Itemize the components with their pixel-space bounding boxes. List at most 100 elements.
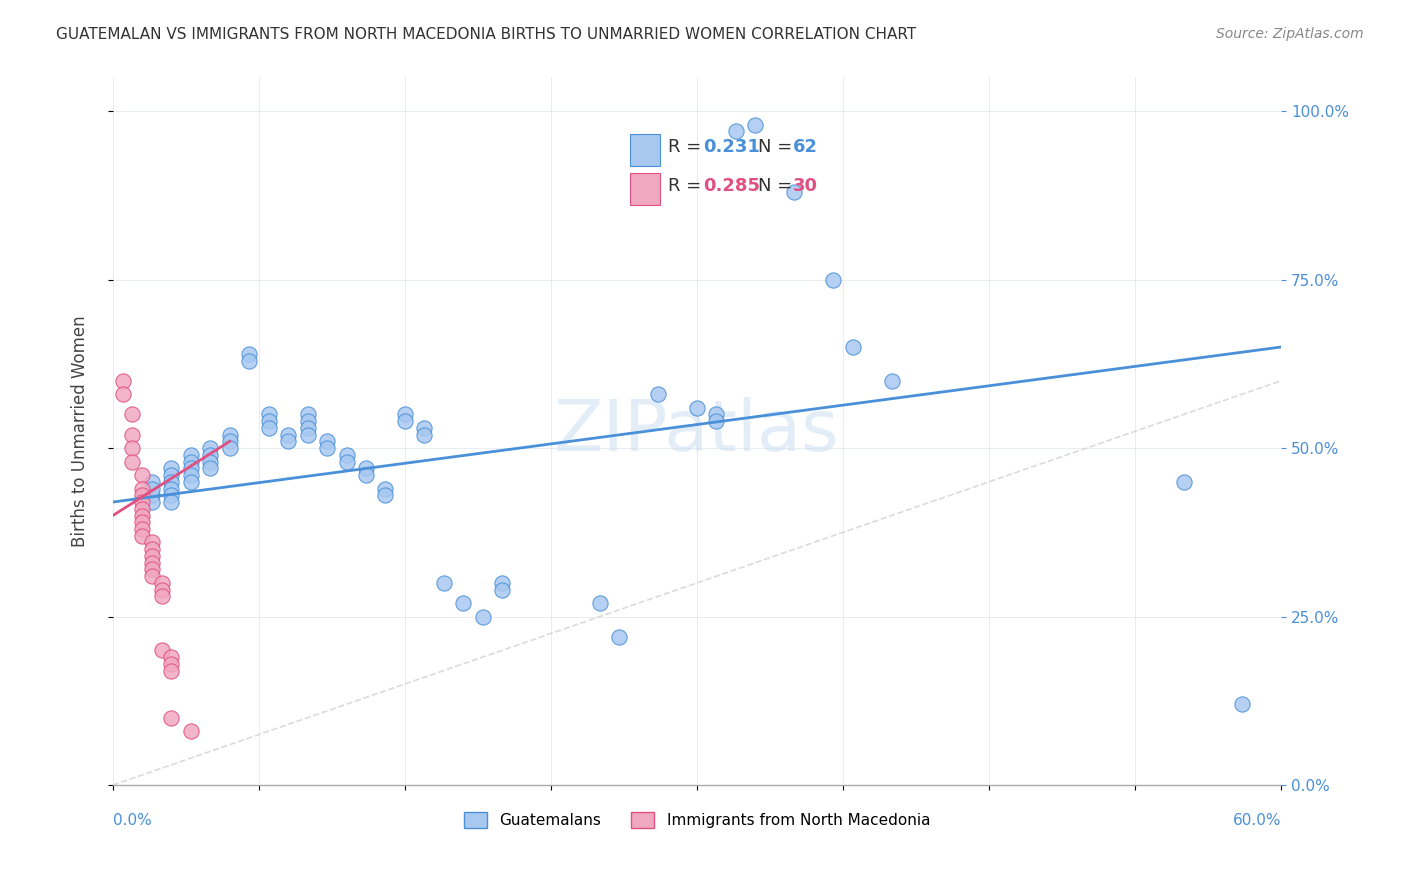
Text: 60.0%: 60.0%: [1233, 814, 1281, 829]
Point: [1173, 475, 1195, 489]
Text: 0.0%: 0.0%: [112, 814, 152, 829]
Point: [724, 124, 747, 138]
Point: [160, 482, 183, 496]
Point: [335, 454, 357, 468]
Point: [150, 590, 173, 604]
Point: [131, 488, 153, 502]
Point: [588, 596, 610, 610]
Point: [316, 434, 339, 449]
Point: [160, 495, 183, 509]
Point: [131, 508, 153, 523]
Point: [706, 414, 728, 428]
Point: [131, 468, 153, 483]
Point: [218, 441, 240, 455]
Text: 0.231: 0.231: [703, 137, 759, 156]
Point: [238, 353, 260, 368]
Point: [141, 569, 163, 583]
Point: [842, 340, 865, 354]
Point: [111, 387, 134, 401]
Point: [413, 421, 436, 435]
Point: [316, 441, 339, 455]
Point: [200, 461, 222, 475]
Text: GUATEMALAN VS IMMIGRANTS FROM NORTH MACEDONIA BIRTHS TO UNMARRIED WOMEN CORRELAT: GUATEMALAN VS IMMIGRANTS FROM NORTH MACE…: [56, 27, 917, 42]
Point: [160, 475, 183, 489]
Point: [200, 454, 222, 468]
Point: [141, 482, 163, 496]
Text: R =: R =: [668, 177, 707, 194]
Point: [686, 401, 709, 415]
Point: [491, 582, 513, 597]
Point: [121, 427, 143, 442]
Text: N =: N =: [758, 137, 797, 156]
Point: [141, 562, 163, 576]
Point: [744, 118, 766, 132]
Point: [160, 650, 183, 665]
Point: [131, 515, 153, 529]
Point: [141, 488, 163, 502]
Point: [491, 575, 513, 590]
Point: [131, 501, 153, 516]
FancyBboxPatch shape: [630, 134, 659, 166]
Point: [160, 461, 183, 475]
Point: [354, 468, 377, 483]
Point: [160, 657, 183, 671]
Point: [277, 427, 299, 442]
Point: [180, 468, 202, 483]
FancyBboxPatch shape: [630, 173, 659, 205]
Point: [706, 408, 728, 422]
Point: [141, 495, 163, 509]
Point: [607, 630, 630, 644]
Point: [783, 185, 806, 199]
Point: [131, 495, 153, 509]
Point: [433, 575, 456, 590]
Point: [180, 724, 202, 739]
Text: 62: 62: [793, 137, 818, 156]
Point: [257, 408, 280, 422]
Point: [277, 434, 299, 449]
Point: [111, 374, 134, 388]
Point: [374, 488, 396, 502]
Point: [453, 596, 475, 610]
Point: [141, 535, 163, 549]
Point: [180, 475, 202, 489]
Point: [141, 549, 163, 563]
Point: [297, 421, 319, 435]
Point: [823, 272, 845, 286]
Point: [257, 421, 280, 435]
Point: [880, 374, 903, 388]
Point: [141, 556, 163, 570]
Point: [257, 414, 280, 428]
Text: Source: ZipAtlas.com: Source: ZipAtlas.com: [1216, 27, 1364, 41]
Point: [1230, 697, 1253, 711]
Text: 30: 30: [793, 177, 818, 194]
Point: [297, 414, 319, 428]
Text: ZIPatlas: ZIPatlas: [554, 397, 839, 466]
Text: R =: R =: [668, 137, 707, 156]
Text: 0.285: 0.285: [703, 177, 759, 194]
Point: [200, 441, 222, 455]
Point: [160, 468, 183, 483]
Point: [141, 542, 163, 557]
Point: [180, 448, 202, 462]
Point: [160, 664, 183, 678]
Point: [160, 488, 183, 502]
Point: [200, 448, 222, 462]
Point: [180, 454, 202, 468]
Point: [647, 387, 669, 401]
Point: [297, 408, 319, 422]
Point: [335, 448, 357, 462]
Point: [131, 529, 153, 543]
Point: [141, 475, 163, 489]
Point: [131, 522, 153, 536]
Point: [297, 427, 319, 442]
Point: [121, 408, 143, 422]
Legend: Guatemalans, Immigrants from North Macedonia: Guatemalans, Immigrants from North Maced…: [458, 805, 936, 834]
Point: [131, 482, 153, 496]
Point: [374, 482, 396, 496]
Point: [238, 347, 260, 361]
Point: [121, 441, 143, 455]
Point: [394, 414, 416, 428]
Point: [354, 461, 377, 475]
Y-axis label: Births to Unmarried Women: Births to Unmarried Women: [72, 316, 89, 547]
Point: [413, 427, 436, 442]
